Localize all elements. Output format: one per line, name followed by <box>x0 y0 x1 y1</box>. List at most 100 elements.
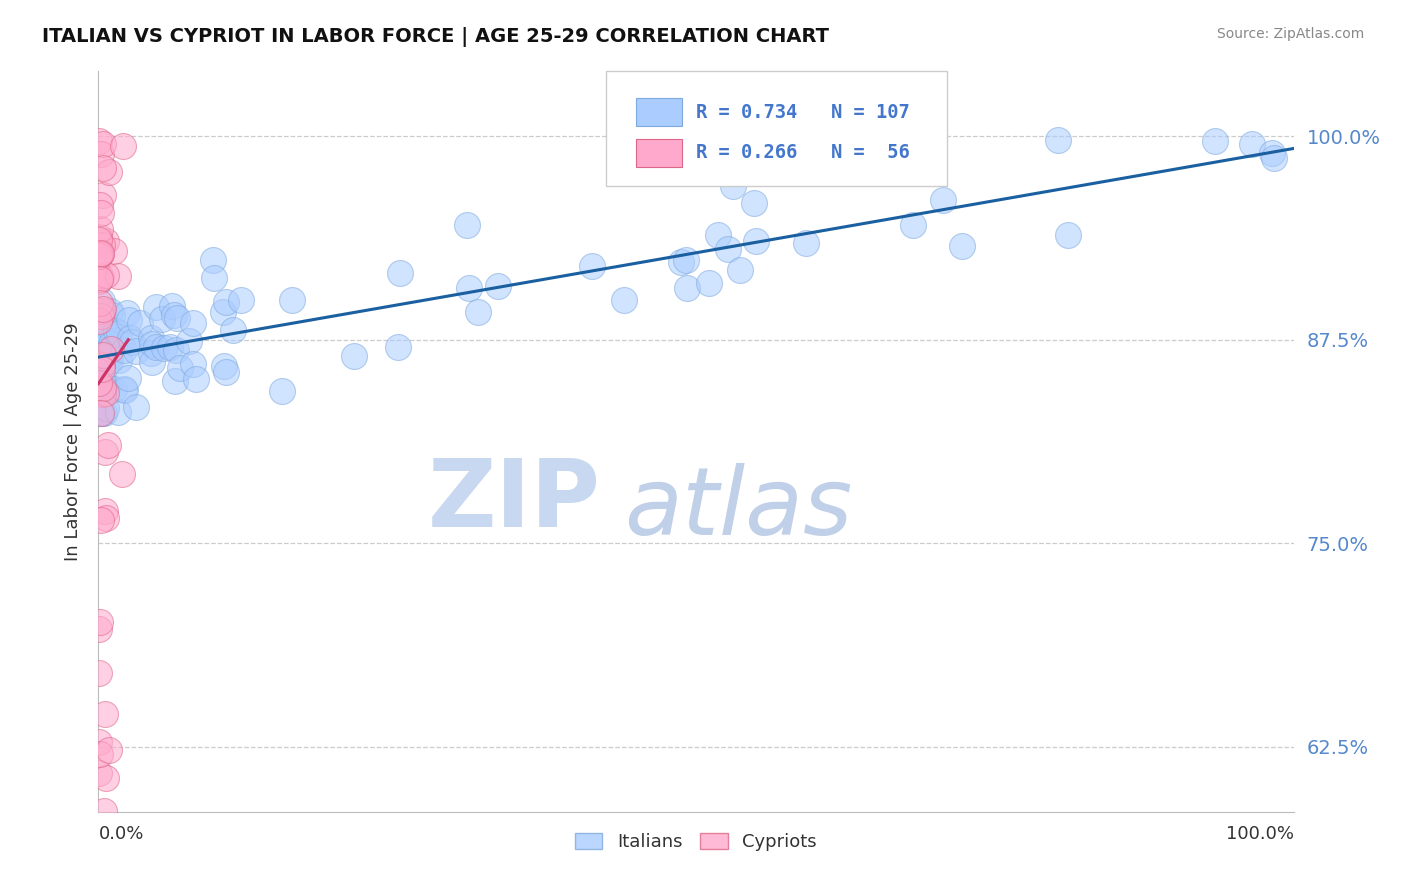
Point <box>150 311 173 326</box>
Point <box>91 293 114 308</box>
Point <box>94 707 117 722</box>
Point <box>97 350 120 364</box>
Point <box>93 804 115 818</box>
Point <box>121 335 143 350</box>
Point <box>105 324 128 338</box>
Point <box>486 279 509 293</box>
Point <box>707 228 730 243</box>
Point <box>212 305 235 319</box>
Point <box>139 331 162 345</box>
Point <box>229 293 252 308</box>
Point <box>89 406 111 420</box>
Point <box>90 358 112 372</box>
Point <box>90 238 112 252</box>
Point <box>89 247 111 261</box>
Point <box>87 340 110 354</box>
Point <box>93 161 115 176</box>
Point <box>117 371 139 385</box>
Point <box>723 179 745 194</box>
Point <box>93 406 115 420</box>
Point <box>139 346 162 360</box>
Point <box>89 349 111 363</box>
Point <box>87 249 110 263</box>
Point <box>96 325 118 339</box>
Legend: Italians, Cypriots: Italians, Cypriots <box>568 825 824 858</box>
Point <box>271 384 294 399</box>
Point <box>89 734 111 748</box>
Point <box>183 316 205 330</box>
Point <box>91 381 114 395</box>
Point <box>107 405 129 419</box>
Point <box>222 323 245 337</box>
Point <box>89 233 111 247</box>
Point <box>165 343 187 358</box>
Point <box>90 206 112 220</box>
Point <box>89 272 111 286</box>
Point <box>87 274 110 288</box>
Point <box>89 765 111 780</box>
Point <box>90 247 112 261</box>
Point <box>98 304 121 318</box>
Point <box>184 372 207 386</box>
Point <box>744 196 766 211</box>
Point <box>90 245 112 260</box>
Point <box>456 219 478 233</box>
Point <box>91 136 114 151</box>
Point <box>90 513 112 527</box>
Point <box>87 622 110 636</box>
Point <box>166 310 188 325</box>
Point <box>1240 136 1263 151</box>
Point <box>728 262 751 277</box>
Point <box>165 374 187 388</box>
Point <box>214 365 236 379</box>
Point <box>152 341 174 355</box>
Point <box>97 438 120 452</box>
Point <box>94 315 117 329</box>
Point <box>212 359 235 373</box>
Point <box>94 324 117 338</box>
Point <box>90 362 112 376</box>
Point <box>100 353 122 368</box>
Point <box>179 334 201 348</box>
Point <box>96 381 118 395</box>
Text: atlas: atlas <box>624 463 852 554</box>
FancyBboxPatch shape <box>606 71 948 186</box>
Point <box>145 301 167 315</box>
Point <box>90 406 112 420</box>
Point <box>94 234 117 248</box>
Point <box>94 268 117 282</box>
Point <box>97 344 120 359</box>
Point <box>87 268 110 282</box>
Point <box>90 309 112 323</box>
Point <box>145 340 167 354</box>
Point <box>169 361 191 376</box>
Point <box>112 382 135 396</box>
Point <box>950 239 973 253</box>
Point <box>107 269 129 284</box>
Point <box>118 330 141 344</box>
Point <box>932 194 955 208</box>
Point <box>103 382 125 396</box>
Point <box>87 368 110 383</box>
Point <box>98 165 121 179</box>
Point <box>215 295 238 310</box>
Point <box>101 308 124 322</box>
Point <box>87 337 110 351</box>
Point <box>89 747 111 761</box>
Point <box>675 253 697 268</box>
Point <box>389 266 412 280</box>
Point <box>91 348 114 362</box>
Point <box>676 281 699 295</box>
Point <box>91 301 114 316</box>
Point <box>1204 134 1226 148</box>
Point <box>94 445 117 459</box>
Point <box>112 139 135 153</box>
Point <box>160 299 183 313</box>
Point <box>97 743 120 757</box>
Point <box>717 242 740 256</box>
Point <box>125 400 148 414</box>
Point <box>90 147 112 161</box>
Point <box>697 276 720 290</box>
Point <box>90 367 112 381</box>
Point <box>90 303 112 318</box>
